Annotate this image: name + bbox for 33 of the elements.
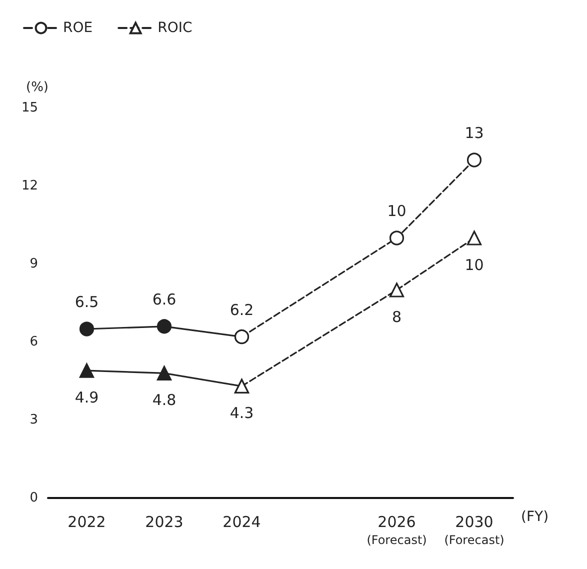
point: [389, 282, 404, 298]
x-tick-label: 2030 (Forecast): [444, 513, 504, 547]
x-tick-label: 2023: [145, 513, 184, 531]
data-label: 13: [464, 124, 484, 142]
point: [79, 363, 94, 378]
x-tick-label: 2022: [68, 513, 106, 531]
legend-label: ROE: [63, 20, 93, 36]
y-tick-label: 6: [30, 334, 38, 350]
point: [79, 322, 94, 336]
data-label: 6.5: [74, 293, 99, 312]
x-tick-label: 2024: [222, 513, 261, 531]
y-tick-label: 3: [30, 412, 38, 428]
y-tick-label: 12: [21, 178, 38, 194]
legend-label: ROIC: [158, 20, 192, 36]
point: [156, 366, 172, 380]
data-label: 4.9: [74, 388, 99, 406]
y-tick-label: 15: [21, 100, 38, 116]
data-label: 4.3: [230, 404, 254, 422]
point: [389, 230, 404, 246]
y-axis-title: (%): [26, 80, 48, 95]
data-label: 6.6: [152, 290, 176, 309]
y-tick-label: 0: [30, 490, 38, 506]
data-label: 6.2: [230, 301, 254, 319]
point: [466, 230, 482, 246]
x-tick-label: 2026 (Forecast): [366, 513, 427, 547]
point: [156, 319, 172, 334]
point: [466, 152, 482, 168]
x-axis-title: (FY): [521, 509, 549, 525]
data-label: 10: [464, 256, 484, 274]
data-label: 10: [387, 202, 406, 220]
data-label: 4.8: [152, 391, 176, 409]
y-tick-label: 9: [30, 256, 38, 272]
data-label: 8: [392, 308, 402, 326]
